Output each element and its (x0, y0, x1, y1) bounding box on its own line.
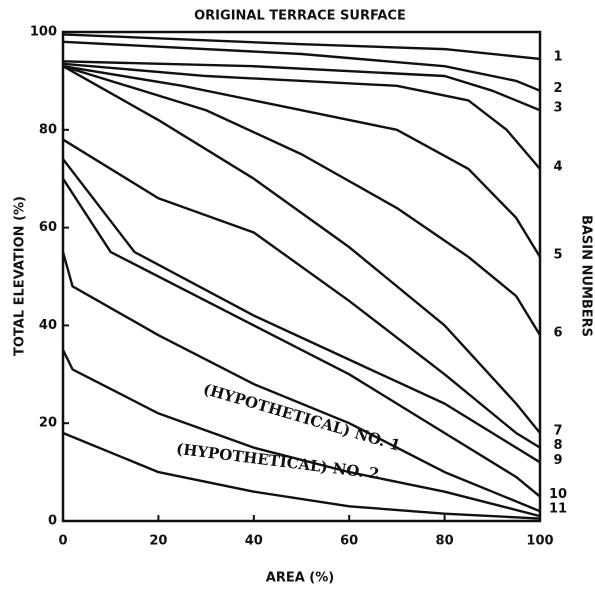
curve (61, 178, 541, 498)
basin-label: 4 (553, 159, 562, 174)
basin-label: 11 (549, 502, 567, 517)
curve (61, 251, 541, 513)
x-tick-label: 0 (58, 534, 67, 549)
basin-label: 6 (553, 326, 562, 341)
curve-label: (HYPOTHETICAL) NO. 2 (175, 440, 380, 483)
y-tick-label: 40 (39, 318, 57, 333)
basin-label: 5 (553, 247, 562, 262)
curve (62, 65, 541, 434)
x-tick-label: 20 (149, 534, 167, 549)
x-axis-label: AREA (%) (266, 571, 334, 586)
y2-axis-label: BASIN NUMBERS (579, 215, 594, 337)
y-tick-label: 0 (48, 514, 57, 529)
y-tick-label: 20 (39, 416, 57, 431)
basin-label: 2 (553, 81, 562, 96)
curve (62, 40, 541, 92)
x-tick-label: 80 (436, 534, 454, 549)
x-tick-label: 40 (245, 534, 263, 549)
curve (62, 138, 541, 449)
x-tick-label: 60 (340, 534, 358, 549)
plot-frame (61, 30, 542, 523)
curve (62, 158, 541, 464)
curve (62, 65, 542, 336)
basin-label: 10 (549, 487, 567, 502)
y-tick-label: 60 (39, 220, 57, 235)
x-tick-label: 100 (526, 534, 553, 549)
basin-label: 8 (553, 438, 562, 453)
curve-label: (HYPOTHETICAL) NO. 1 (201, 380, 402, 455)
basin-label: 3 (553, 101, 562, 116)
curve (61, 349, 541, 518)
basin-label: 7 (553, 423, 562, 438)
curve (62, 60, 541, 112)
curve (62, 431, 541, 520)
y-tick-label: 80 (39, 122, 57, 137)
basin-label: 9 (553, 453, 562, 468)
chart-title: ORIGINAL TERRACE SURFACE (194, 9, 406, 24)
curve (62, 65, 542, 258)
basin-label: 1 (553, 49, 562, 64)
y-axis-label: TOTAL ELEVATION (%) (13, 196, 28, 356)
y-tick-label: 100 (30, 25, 57, 40)
curve (62, 33, 541, 61)
curve (62, 62, 541, 170)
